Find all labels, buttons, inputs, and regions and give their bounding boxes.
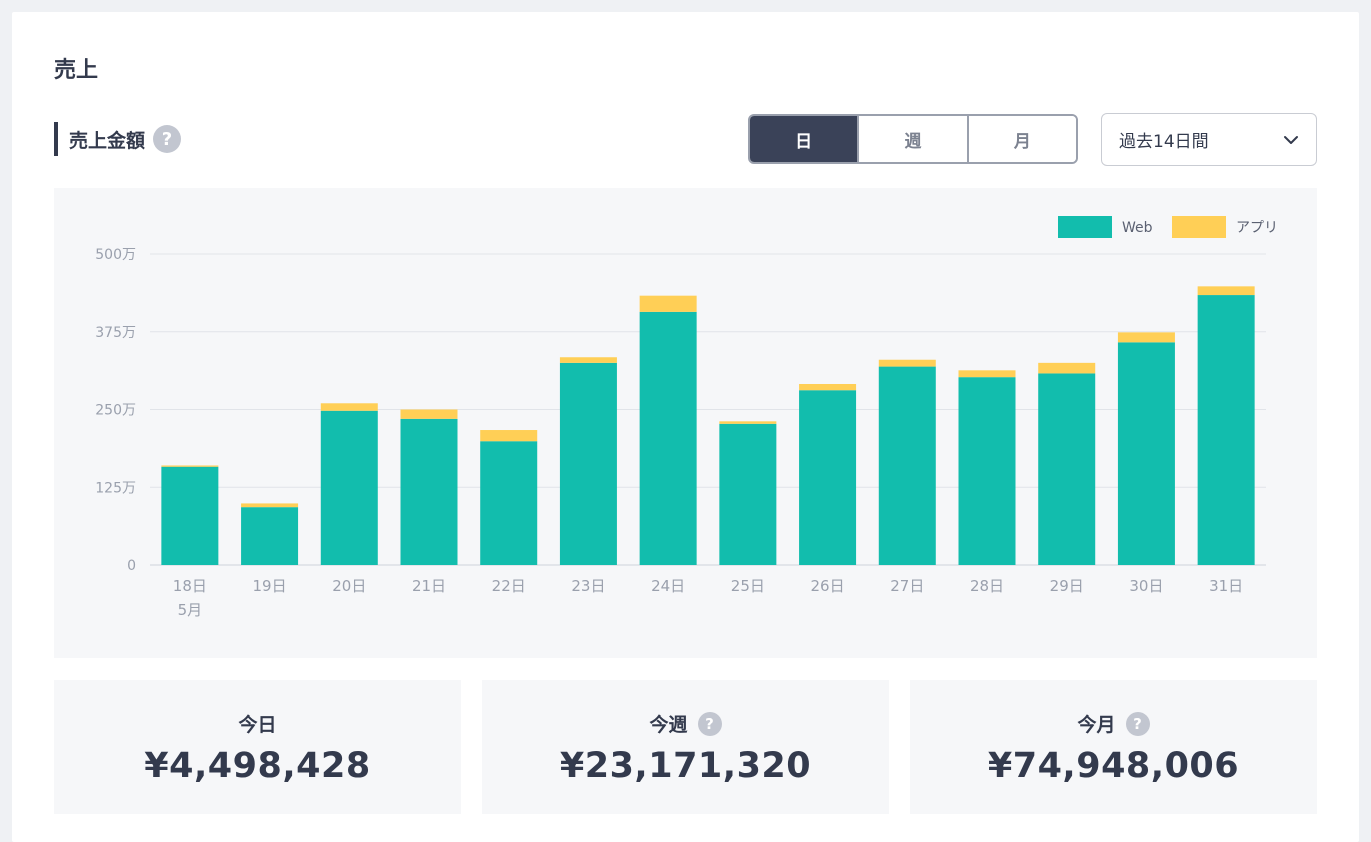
stat-today-label: 今日 bbox=[238, 714, 277, 736]
bar-web bbox=[1038, 373, 1096, 565]
sales-card: 売上 売上金額 ? 日 週 月 過去14日間 0 125万 250万 375万 500万… bbox=[12, 12, 1359, 842]
x-tick-label: 21日 bbox=[412, 577, 446, 595]
stat-today: 今日 ¥4,498,428 bbox=[54, 680, 461, 814]
y-tick-label: 375万 bbox=[95, 325, 136, 341]
bar-app bbox=[1117, 332, 1175, 343]
x-tick-label: 23日 bbox=[571, 577, 605, 595]
stat-week-label: 今週 bbox=[649, 714, 688, 736]
bar-app bbox=[559, 357, 617, 363]
x-tick-label: 29日 bbox=[1050, 577, 1084, 595]
period-week-button[interactable]: 週 bbox=[857, 116, 967, 162]
legend-swatch-web bbox=[1058, 216, 1112, 238]
period-month-button[interactable]: 月 bbox=[966, 116, 1076, 162]
x-tick-label: 25日 bbox=[731, 577, 765, 595]
section-header: 売上金額 ? bbox=[54, 122, 182, 156]
x-tick-label: 30日 bbox=[1129, 577, 1163, 595]
range-select-value: 過去14日間 bbox=[1119, 132, 1209, 152]
bar-web bbox=[241, 507, 299, 565]
bar-app bbox=[719, 421, 777, 424]
bar-app bbox=[1197, 286, 1255, 296]
bar-web bbox=[639, 311, 697, 565]
bar-web bbox=[958, 377, 1016, 565]
x-tick-label: 28日 bbox=[970, 577, 1004, 595]
bar-app bbox=[241, 503, 299, 508]
bar-app bbox=[320, 403, 378, 411]
bar-app bbox=[639, 295, 697, 312]
stat-week-value: ¥23,171,320 bbox=[559, 746, 812, 786]
x-tick-label: 26日 bbox=[811, 577, 845, 595]
x-tick-label: 20日 bbox=[332, 577, 366, 595]
sales-chart: 0 125万 250万 375万 500万 18日 5月 19日 20日 21日 22日 23日 24日… bbox=[54, 188, 1317, 658]
question-circle-icon[interactable]: ? bbox=[153, 125, 182, 153]
legend-label-web: Web bbox=[1122, 220, 1153, 236]
bar-app bbox=[161, 465, 219, 467]
y-tick-label: 500万 bbox=[95, 247, 136, 263]
bar-app bbox=[958, 370, 1016, 378]
y-tick-label: 125万 bbox=[95, 480, 136, 496]
chart-svg: 0 125万 250万 375万 500万 18日 5月 19日 20日 21日 22日 23日 24日… bbox=[95, 216, 1278, 619]
bar-web bbox=[480, 441, 538, 565]
question-circle-icon[interactable]: ? bbox=[697, 711, 722, 736]
x-tick-label: 22日 bbox=[492, 577, 526, 595]
legend-swatch-app bbox=[1172, 216, 1226, 238]
bar-app bbox=[480, 430, 538, 442]
section-title: 売上金額 bbox=[69, 129, 146, 152]
question-circle-icon[interactable]: ? bbox=[1125, 711, 1150, 736]
bar-app bbox=[400, 409, 458, 419]
legend-label-app: アプリ bbox=[1236, 220, 1278, 236]
y-tick-label: 250万 bbox=[95, 403, 136, 419]
stat-month-value: ¥74,948,006 bbox=[987, 746, 1240, 786]
x-tick-label: 27日 bbox=[890, 577, 924, 595]
bar-web bbox=[1197, 295, 1255, 565]
x-tick-sublabel: 5月 bbox=[178, 601, 203, 619]
stat-week: 今週 ? ¥23,171,320 bbox=[482, 680, 889, 814]
bar-app bbox=[878, 359, 936, 367]
x-tick-label: 18日 bbox=[173, 577, 207, 595]
bar-app bbox=[799, 383, 857, 391]
bar-app bbox=[1038, 362, 1096, 374]
x-tick-label: 31日 bbox=[1209, 577, 1243, 595]
x-tick-label: 24日 bbox=[651, 577, 685, 595]
bar-web bbox=[400, 418, 458, 565]
bar-web bbox=[320, 410, 378, 565]
bar-web bbox=[799, 390, 857, 565]
stat-today-value: ¥4,498,428 bbox=[144, 746, 371, 786]
stat-month-label: 今月 bbox=[1077, 714, 1116, 736]
bar-web bbox=[1117, 342, 1175, 565]
bar-web bbox=[719, 423, 777, 565]
stat-month: 今月 ? ¥74,948,006 bbox=[910, 680, 1317, 814]
bar-web bbox=[878, 366, 936, 565]
page-title: 売上 bbox=[54, 58, 99, 83]
bar-web bbox=[559, 362, 617, 565]
period-day-button[interactable]: 日 bbox=[750, 116, 858, 162]
x-tick-label: 19日 bbox=[253, 577, 287, 595]
bar-web bbox=[161, 466, 219, 565]
chevron-down-icon bbox=[1284, 135, 1298, 144]
period-toggle: 日 週 月 bbox=[748, 114, 1078, 164]
range-select[interactable]: 過去14日間 bbox=[1101, 113, 1317, 166]
y-tick-label: 0 bbox=[127, 558, 136, 574]
